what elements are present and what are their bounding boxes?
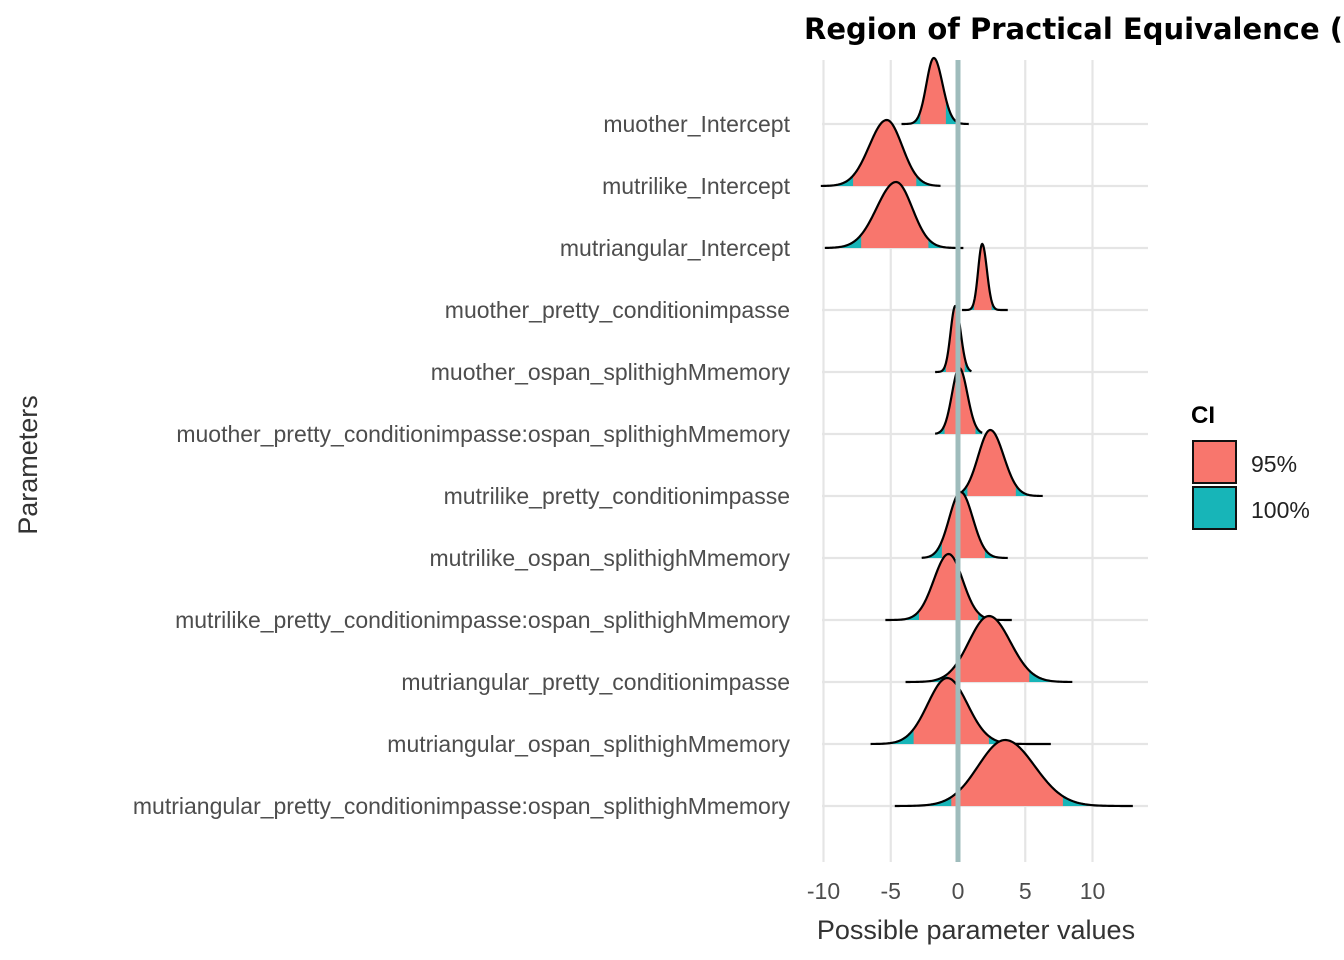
density-outline xyxy=(824,180,964,250)
legend-key-95 xyxy=(1192,440,1237,484)
density-ridges xyxy=(820,56,1133,808)
legend-title: CI xyxy=(1191,402,1215,429)
ridge-muother-ospan-splithighMmemory xyxy=(935,304,972,374)
density-outline xyxy=(820,118,941,188)
legend: CI 95% 100% xyxy=(1191,402,1310,530)
y-tick-label: mutrilike_pretty_conditionimpasse xyxy=(444,483,790,509)
chart-title: Region of Practical Equivalence (ROPE xyxy=(804,12,1344,46)
density-outline xyxy=(935,304,972,374)
x-tick-label: -5 xyxy=(881,878,901,904)
legend-key-100 xyxy=(1192,486,1237,530)
x-tick-label: 10 xyxy=(1080,878,1106,904)
y-tick-label: mutrilike_ospan_splithighMmemory xyxy=(430,545,791,571)
x-tick-label: 0 xyxy=(952,878,965,904)
y-tick-label: muother_Intercept xyxy=(603,111,790,137)
y-tick-label: muother_pretty_conditionimpasse xyxy=(445,297,790,323)
y-tick-labels: muother_Intercept mutrilike_Interceptmutr… xyxy=(133,111,791,819)
y-tick-label: mutrilike_Intercept xyxy=(602,173,791,199)
y-tick-label: muother_ospan_splithighMmemory xyxy=(431,359,791,385)
ridge-mutrilike-ospan-splithighMmemory xyxy=(921,490,1008,560)
ci95-area xyxy=(919,554,979,620)
x-tick-label: -10 xyxy=(807,878,840,904)
density-outline xyxy=(894,738,1133,808)
legend-label-95: 95% xyxy=(1251,451,1297,477)
y-tick-label: muother_pretty_conditionimpasse:ospan_sp… xyxy=(176,421,790,447)
ci95-area xyxy=(951,740,1063,806)
ridge-mutrilike-Intercept xyxy=(820,118,941,188)
density-outline xyxy=(961,428,1043,498)
y-tick-label: mutriangular_Intercept xyxy=(560,235,791,261)
density-outline xyxy=(870,676,1051,746)
ci95-area xyxy=(947,616,1030,682)
legend-label-100: 100% xyxy=(1251,497,1310,523)
y-axis-label: Parameters xyxy=(13,395,43,535)
ci95-area xyxy=(974,244,992,310)
ridge-mutriangular-Intercept xyxy=(824,180,964,250)
y-tick-label: mutriangular_pretty_conditionimpasse:osp… xyxy=(133,793,791,819)
density-outline xyxy=(921,490,1008,560)
density-outline xyxy=(962,242,1008,312)
y-tick-label: mutriangular_ospan_splithighMmemory xyxy=(387,731,790,757)
ridge-mutriangular-ospan-splithighMmemory xyxy=(870,676,1051,746)
ridge-mutriangular-pretty-conditionimpasse-ospan-splithighMmemory xyxy=(894,738,1133,808)
x-tick-labels: -10 -5 0 5 10 xyxy=(807,878,1105,904)
ci95-area xyxy=(967,430,1016,496)
ci95-area xyxy=(853,120,917,186)
ridge-mutrilike-pretty-conditionimpasse-ospan-splithighMmemory xyxy=(885,552,1012,622)
x-tick-label: 5 xyxy=(1019,878,1032,904)
y-tick-label: mutrilike_pretty_conditionimpasse:ospan_… xyxy=(175,607,790,633)
ridge-muother-pretty-conditionimpasse xyxy=(962,242,1008,312)
x-axis-label: Possible parameter values xyxy=(817,915,1135,945)
density-outline xyxy=(905,614,1073,684)
ridge-mutrilike-pretty-conditionimpasse xyxy=(961,428,1043,498)
ridge-mutriangular-pretty-conditionimpasse xyxy=(905,614,1073,684)
ci95-area xyxy=(861,182,929,248)
y-tick-label: mutriangular_pretty_conditionimpasse xyxy=(401,669,790,695)
